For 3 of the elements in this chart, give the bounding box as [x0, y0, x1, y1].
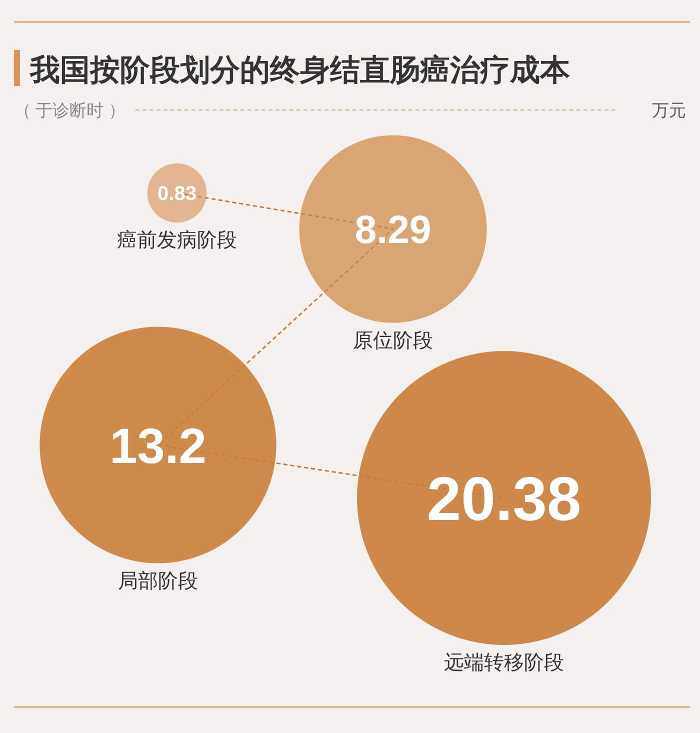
subtitle: （ 于诊断时 ） — [14, 101, 126, 120]
annotation: 万元 — [652, 101, 686, 120]
title: 我国按阶段划分的终身结直肠癌治疗成本 — [30, 54, 570, 87]
